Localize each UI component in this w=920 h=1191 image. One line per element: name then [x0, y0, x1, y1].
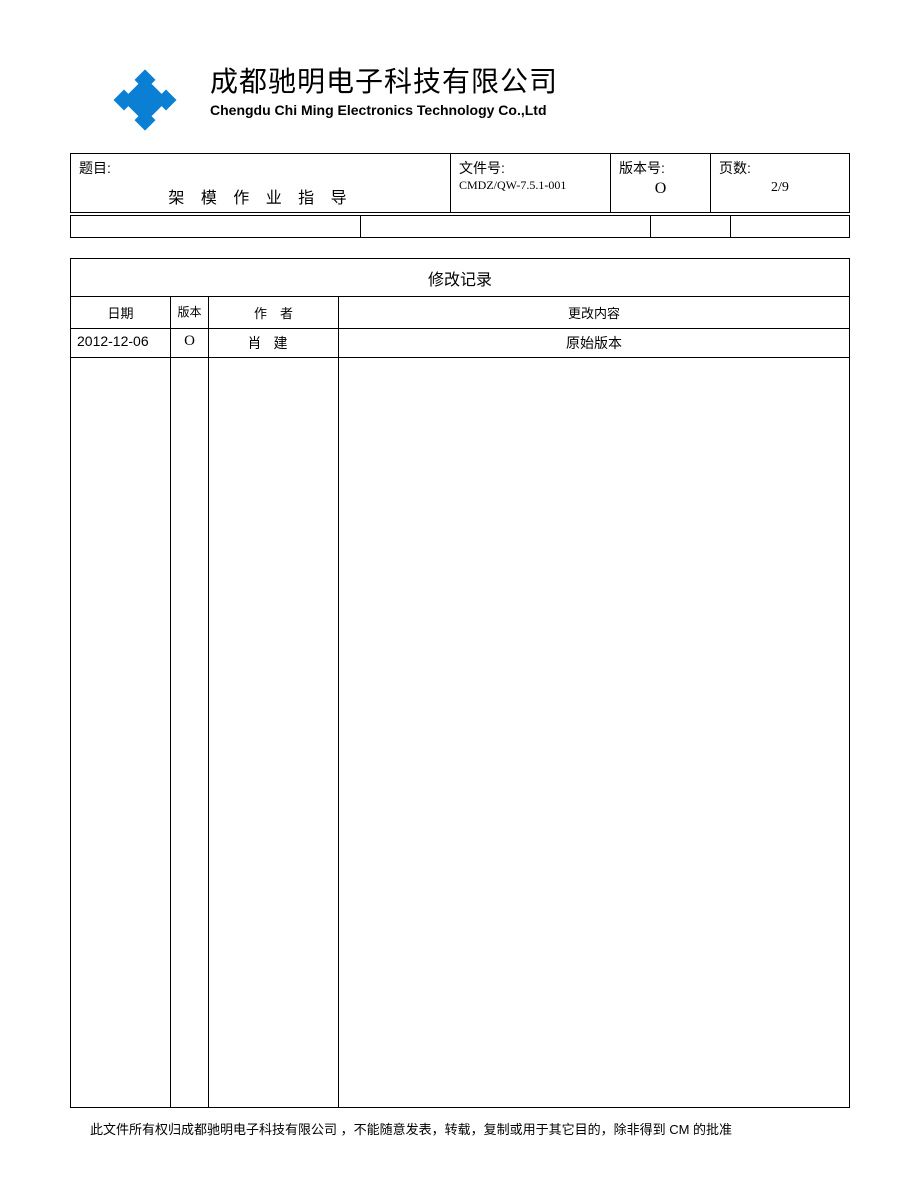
revision-title: 修改记录 [71, 259, 850, 297]
company-name-english: Chengdu Chi Ming Electronics Technology … [210, 102, 558, 118]
document-header: 成都驰明电子科技有限公司 Chengdu Chi Ming Electronic… [70, 60, 850, 135]
row-version: O [171, 329, 209, 358]
copyright-footer: 此文件所有权归成都驰明电子科技有限公司 ，不能随意发表，转载，复制或用于其它目的… [70, 1120, 850, 1141]
version-label: 版本号: [619, 158, 702, 178]
title-cell: 题目: 架 模 作 业 指 导 [71, 154, 451, 213]
sub-cell-3 [651, 216, 731, 238]
doc-no-value: CMDZ/QW-7.5.1-001 [459, 178, 602, 193]
company-name-chinese: 成都驰明电子科技有限公司 [210, 60, 558, 100]
header-content: 更改内容 [339, 297, 850, 329]
document-title: 架 模 作 业 指 导 [79, 184, 442, 208]
row-date: 2012-12-06 [71, 329, 171, 358]
sub-cell-1 [71, 216, 361, 238]
sub-cell-4 [731, 216, 850, 238]
empty-date [71, 358, 171, 1108]
header-date: 日期 [71, 297, 171, 329]
title-label: 题目: [79, 158, 442, 178]
header-author: 作 者 [209, 297, 339, 329]
page-label: 页数: [719, 158, 841, 178]
sub-header-table [70, 215, 850, 238]
empty-version [171, 358, 209, 1108]
document-info-table: 题目: 架 模 作 业 指 导 文件号: CMDZ/QW-7.5.1-001 版… [70, 153, 850, 213]
row-author: 肖建 [209, 329, 339, 358]
row-content: 原始版本 [339, 329, 850, 358]
revision-history-table: 修改记录 日期 版本 作 者 更改内容 2012-12-06 O 肖建 原始版本 [70, 258, 850, 1108]
page-value: 2/9 [719, 180, 841, 196]
doc-no-label: 文件号: [459, 158, 602, 178]
version-cell: 版本号: O [611, 154, 711, 213]
empty-author [209, 358, 339, 1108]
header-version: 版本 [171, 297, 209, 329]
company-info: 成都驰明电子科技有限公司 Chengdu Chi Ming Electronic… [210, 60, 558, 118]
doc-number-cell: 文件号: CMDZ/QW-7.5.1-001 [451, 154, 611, 213]
empty-content [339, 358, 850, 1108]
sub-cell-2 [361, 216, 651, 238]
version-value: O [619, 180, 702, 198]
page-cell: 页数: 2/9 [711, 154, 850, 213]
company-logo-icon [100, 65, 190, 135]
